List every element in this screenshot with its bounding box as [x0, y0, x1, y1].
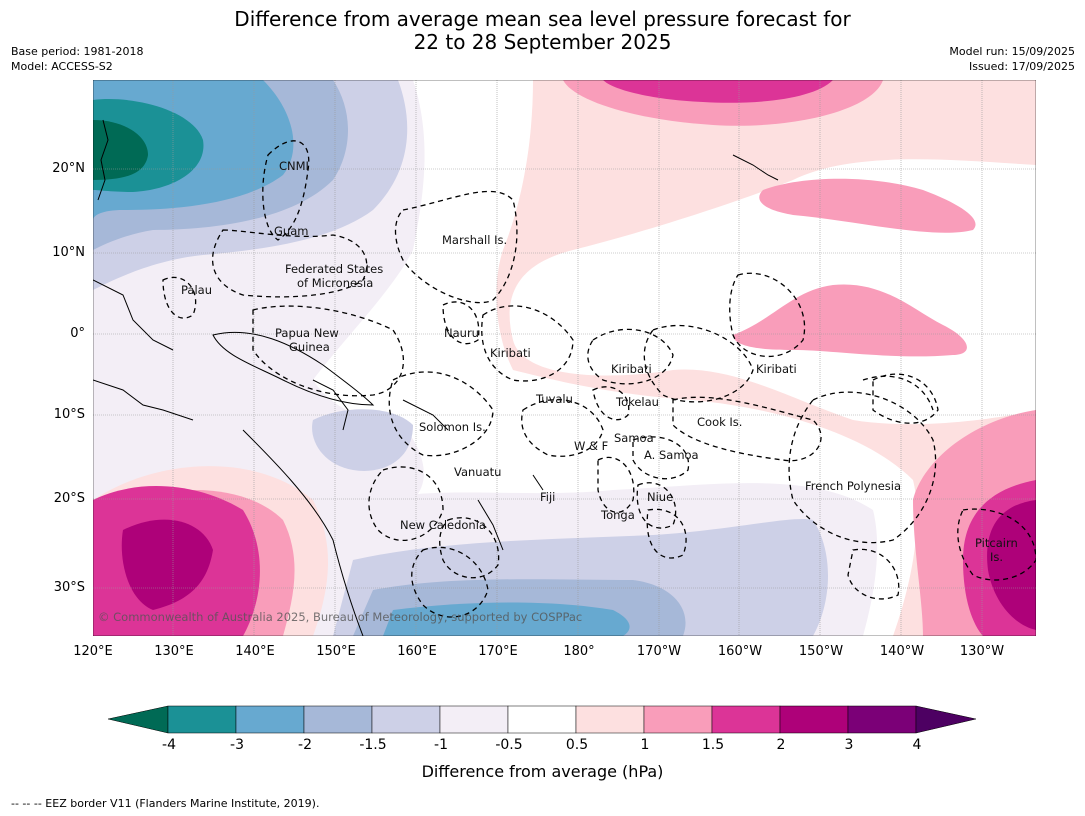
colorbar-label: 0.5	[565, 737, 589, 753]
colorbar-label: 2	[776, 737, 786, 753]
place-kiribati-2: Kiribati	[611, 362, 652, 376]
colorbar-low-arrow	[107, 705, 169, 734]
x-tick: 140°E	[235, 644, 275, 659]
place-tokelau: Tokelau	[615, 395, 659, 409]
x-tick: 170°W	[636, 644, 682, 659]
x-tick: 170°E	[478, 644, 518, 659]
place-tonga: Tonga	[600, 508, 635, 522]
place-asamoa: A. Samoa	[644, 448, 699, 462]
colorbar-title: Difference from average (hPa)	[421, 762, 664, 781]
colorbar-bin	[779, 705, 849, 734]
colorbar-bin	[371, 705, 441, 734]
place-cook: Cook Is.	[697, 415, 742, 429]
colorbar-bin	[711, 705, 781, 734]
place-marshall: Marshall Is.	[442, 233, 507, 247]
colorbar-label: 4	[912, 737, 922, 753]
x-tick: 150°W	[798, 644, 844, 659]
x-tick: 130°W	[959, 644, 1005, 659]
graticule	[93, 80, 1036, 636]
colorbar-bin	[167, 705, 237, 734]
eez-borders	[162, 140, 1036, 618]
place-cnmi: CNMI	[279, 159, 309, 173]
contour-pos-20-sw	[121, 519, 213, 610]
place-labels: CNMI Guam Marshall Is. Federated States …	[181, 159, 1018, 564]
base-period: Base period: 1981-2018	[11, 45, 144, 58]
colorbar-label: -0.5	[495, 737, 523, 753]
colorbar-bin	[575, 705, 645, 734]
contour-pos-10-ne	[759, 178, 976, 233]
chart-title: Difference from average mean sea level p…	[0, 8, 1085, 54]
place-kiribati-3: Kiribati	[756, 362, 797, 376]
x-tick: 180°	[563, 644, 595, 659]
place-png-2: Guinea	[289, 340, 330, 354]
y-tick: 20°S	[53, 491, 85, 506]
colorbar-label: 3	[844, 737, 854, 753]
y-tick: 10°S	[53, 407, 85, 422]
place-nauru: Nauru	[444, 326, 479, 340]
meta-left: Base period: 1981-2018 Model: ACCESS-S2	[11, 44, 143, 74]
contour-pos-10-mid	[733, 284, 967, 357]
footnote: -- -- -- EEZ border V11 (Flanders Marine…	[11, 797, 320, 810]
y-tick: 0°	[70, 326, 85, 341]
model-name: Model: ACCESS-S2	[11, 60, 113, 73]
x-tick: 140°W	[879, 644, 925, 659]
colorbar-bin	[643, 705, 713, 734]
place-solomon: Solomon Is.	[419, 420, 486, 434]
copyright-notice: © Commonwealth of Australia 2025, Bureau…	[98, 610, 582, 624]
contour-neg-10-mid	[312, 409, 413, 471]
model-run: Model run: 15/09/2025	[949, 45, 1075, 58]
place-kiribati-1: Kiribati	[490, 346, 531, 360]
place-fsm-2: of Micronesia	[297, 276, 373, 290]
colorbar-bin	[439, 705, 509, 734]
x-tick: 130°E	[154, 644, 194, 659]
colorbar-label: -1	[434, 737, 448, 753]
x-tick: 160°E	[397, 644, 437, 659]
place-fiji: Fiji	[540, 490, 555, 504]
place-pitcairn-2: Is.	[990, 550, 1003, 564]
place-guam: Guam	[274, 224, 308, 238]
contour-pos-15-north	[603, 80, 833, 103]
colorbar-label: 1.5	[701, 737, 725, 753]
colorbar-label: -4	[162, 737, 176, 753]
coastlines	[93, 119, 779, 636]
colorbar-bins	[167, 705, 917, 734]
title-line-1: Difference from average mean sea level p…	[234, 7, 851, 31]
colorbar-label: 1	[640, 737, 650, 753]
colorbar-label: -1.5	[359, 737, 387, 753]
place-new-caledonia: New Caledonia	[400, 518, 486, 532]
place-tuvalu: Tuvalu	[535, 392, 573, 406]
pressure-anomaly-map: CNMI Guam Marshall Is. Federated States …	[93, 80, 1036, 636]
colorbar-bin	[303, 705, 373, 734]
place-wf: W & F	[574, 439, 608, 453]
colorbar-bin	[847, 705, 917, 734]
place-samoa: Samoa	[614, 431, 654, 445]
colorbar-bin	[235, 705, 305, 734]
place-palau: Palau	[181, 283, 212, 297]
colorbar-label: -2	[298, 737, 312, 753]
place-french-polynesia: French Polynesia	[805, 479, 901, 493]
place-png-1: Papua New	[275, 326, 339, 340]
x-tick: 150°E	[316, 644, 356, 659]
place-fsm-1: Federated States	[285, 262, 383, 276]
issued-date: Issued: 17/09/2025	[968, 60, 1075, 73]
y-tick: 10°N	[52, 245, 85, 260]
place-niue: Niue	[647, 490, 673, 504]
title-line-2: 22 to 28 September 2025	[413, 30, 672, 54]
meta-right: Model run: 15/09/2025 Issued: 17/09/2025	[949, 44, 1075, 74]
place-vanuatu: Vanuatu	[454, 465, 501, 479]
place-pitcairn-1: Pitcairn	[975, 536, 1018, 550]
contour-pos-20-se	[987, 500, 1036, 630]
colorbar-label: -3	[230, 737, 244, 753]
y-tick: 30°S	[53, 580, 85, 595]
colorbar-high-arrow	[915, 705, 977, 734]
y-tick: 20°N	[52, 161, 85, 176]
contour-neg-20-south	[383, 602, 630, 636]
colorbar	[107, 705, 977, 734]
contour-pos-05	[496, 80, 1036, 636]
x-tick: 120°E	[73, 644, 113, 659]
x-tick: 160°W	[717, 644, 763, 659]
colorbar-bin	[507, 705, 577, 734]
